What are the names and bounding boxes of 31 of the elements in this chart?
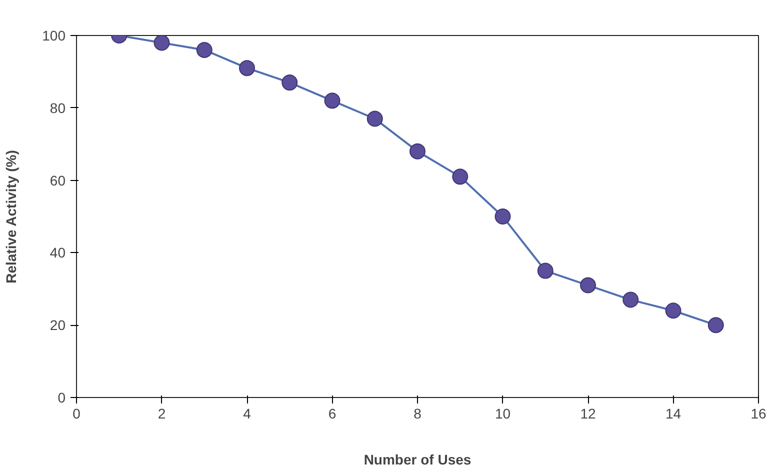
y-tick-label: 60 <box>50 172 66 188</box>
x-tick-label: 12 <box>580 406 596 422</box>
x-tick-label: 14 <box>665 406 682 422</box>
y-tick-label: 20 <box>50 317 66 334</box>
x-tick-label: 0 <box>72 406 81 422</box>
y-tick-label: 100 <box>42 28 66 44</box>
point <box>154 36 170 51</box>
point <box>708 317 724 334</box>
point <box>665 302 682 319</box>
y-axis-title: Relative Activity (%) <box>3 150 20 284</box>
x-tick-label: 6 <box>328 406 336 422</box>
point <box>366 110 383 127</box>
x-tick-label: 4 <box>243 406 252 422</box>
x-tick-label: 8 <box>414 406 422 422</box>
y-tick-label: 40 <box>50 244 66 261</box>
point <box>494 208 511 224</box>
x-tick-label: 10 <box>494 406 511 422</box>
point <box>410 143 426 160</box>
x-axis-title: Number of Uses <box>364 452 472 468</box>
point <box>282 74 298 91</box>
point <box>239 60 255 76</box>
point <box>537 262 554 279</box>
x-tick-label: 16 <box>750 406 766 422</box>
x-tick-label: 2 <box>158 406 166 422</box>
point <box>324 92 340 109</box>
y-tick-label: 80 <box>50 100 66 116</box>
point <box>622 292 639 308</box>
point <box>452 168 468 185</box>
point <box>580 277 596 294</box>
point <box>196 42 212 58</box>
y-tick-label: 0 <box>58 390 66 406</box>
